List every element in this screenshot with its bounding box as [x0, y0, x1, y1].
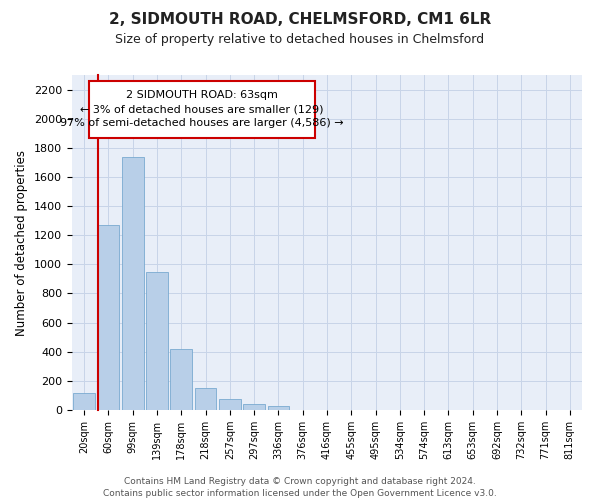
- Bar: [146, 272, 168, 410]
- Bar: [170, 349, 192, 410]
- Text: Size of property relative to detached houses in Chelmsford: Size of property relative to detached ho…: [115, 32, 485, 46]
- Text: Contains public sector information licensed under the Open Government Licence v3: Contains public sector information licen…: [103, 489, 497, 498]
- Bar: [243, 404, 265, 410]
- Bar: [97, 225, 119, 410]
- FancyBboxPatch shape: [89, 81, 315, 138]
- Bar: [194, 388, 217, 410]
- Text: 2, SIDMOUTH ROAD, CHELMSFORD, CM1 6LR: 2, SIDMOUTH ROAD, CHELMSFORD, CM1 6LR: [109, 12, 491, 28]
- Bar: [268, 406, 289, 410]
- Y-axis label: Number of detached properties: Number of detached properties: [16, 150, 28, 336]
- Bar: [219, 399, 241, 410]
- Text: 2 SIDMOUTH ROAD: 63sqm
← 3% of detached houses are smaller (129)
97% of semi-det: 2 SIDMOUTH ROAD: 63sqm ← 3% of detached …: [60, 90, 344, 128]
- Bar: [73, 392, 95, 410]
- Text: Contains HM Land Registry data © Crown copyright and database right 2024.: Contains HM Land Registry data © Crown c…: [124, 478, 476, 486]
- Bar: [122, 156, 143, 410]
